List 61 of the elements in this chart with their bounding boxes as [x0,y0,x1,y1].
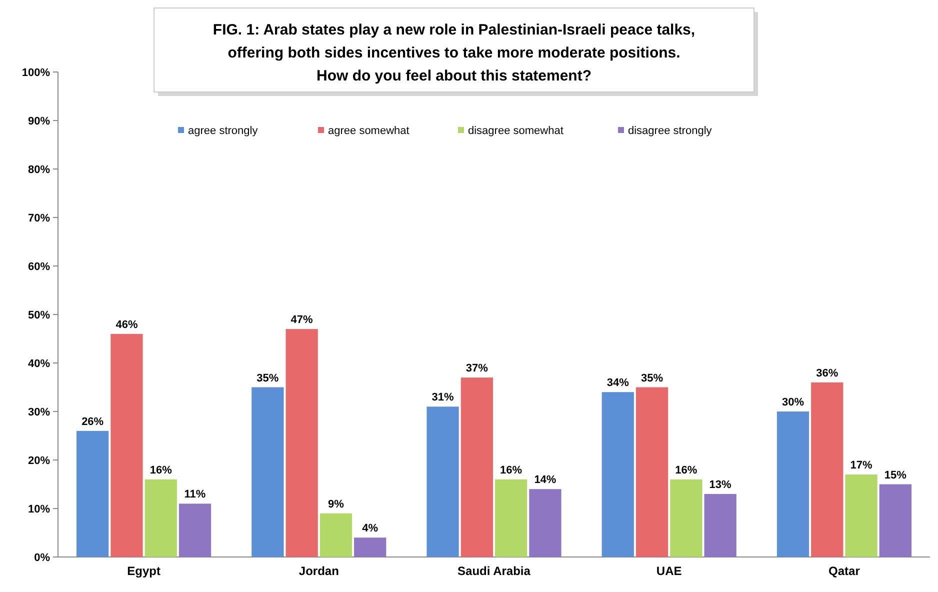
text: 31% [432,392,454,404]
y-tick-label: 10% [28,503,50,516]
bar [286,329,318,557]
bar [495,479,528,557]
text: 9% [328,498,344,510]
y-tick-label: 0% [34,552,50,564]
y-tick-label: 100% [22,66,50,79]
bar [252,387,284,557]
bar [110,334,143,557]
text: 11% [184,488,206,501]
x-tick-label: Qatar [828,564,860,578]
y-tick-label: 80% [28,164,50,176]
text: 37% [466,362,488,375]
bar [879,484,912,557]
bar [811,382,844,557]
text: 35% [256,372,279,384]
x-tick-label: Jordan [298,564,339,578]
text: 13% [709,478,732,491]
legend-label: agree somewhat [328,124,410,137]
bar [602,392,634,557]
text: 17% [850,460,872,472]
y-tick-label: 50% [28,309,50,322]
bar [354,538,386,557]
bar [670,479,702,557]
text: 16% [675,464,698,476]
y-tick-label: 20% [28,454,50,467]
bar [704,494,736,557]
legend-label: disagree somewhat [468,124,564,137]
bar [320,513,352,557]
x-tick-label: Saudi Arabia [458,564,531,578]
chart-title: FIG. 1: Arab states play a new role in Palestinian-Israeli peace talks, offering both sides incentives to take more moderate positions. How do you feel about this statement? [212,21,696,84]
text: 15% [884,469,906,482]
bar [76,430,109,557]
bar [529,489,562,557]
bar [845,474,878,557]
bar [460,378,493,557]
x-tick-label: UAE [656,564,682,578]
bar [636,387,668,557]
y-tick-label: 40% [28,358,50,370]
y-tick-label: 90% [28,115,50,128]
text: 36% [816,367,838,380]
y-tick-label: 70% [28,212,50,224]
text: 46% [116,318,138,331]
text: 4% [362,522,378,535]
text: 16% [500,464,522,476]
text: 47% [290,314,313,326]
text: 26% [82,416,104,428]
text: 14% [534,474,556,486]
x-tick-label: Egypt [127,564,160,578]
text: 35% [641,372,664,384]
legend-label: agree strongly [188,124,258,137]
bar [426,406,459,557]
bar [178,504,212,557]
text: 30% [782,396,804,408]
bar [144,479,177,557]
text: 16% [150,464,172,476]
legend-label: disagree strongly [628,124,712,137]
y-tick-label: 30% [28,406,50,418]
text: 34% [606,377,629,390]
y-tick-label: 60% [28,260,50,273]
bar [776,412,810,557]
